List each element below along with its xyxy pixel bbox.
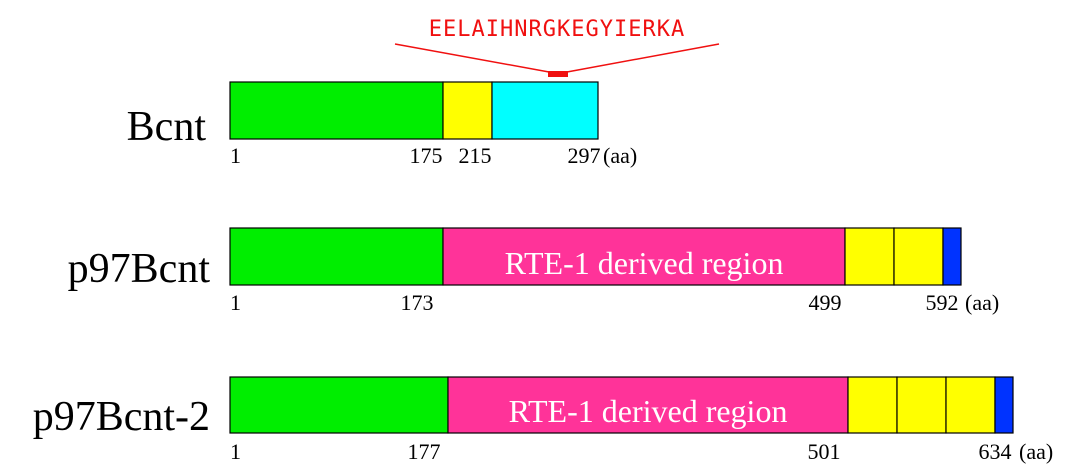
callout-line xyxy=(394,43,550,73)
position-label: 634 xyxy=(979,439,1012,464)
position-label: 501 xyxy=(808,439,841,464)
domain xyxy=(442,81,493,140)
domain xyxy=(844,227,895,286)
unit-label: (aa) xyxy=(965,290,999,315)
domain xyxy=(896,376,947,434)
protein-name: p97Bcnt-2 xyxy=(33,394,210,440)
region-label: RTE-1 derived region xyxy=(509,393,788,429)
position-label: 1 xyxy=(230,439,241,464)
position-label: 173 xyxy=(401,290,434,315)
motif-marker xyxy=(548,71,568,77)
domain xyxy=(847,376,898,434)
position-label: 175 xyxy=(410,143,443,168)
unit-label: (aa) xyxy=(1019,439,1053,464)
callout-line xyxy=(566,43,720,73)
position-label: 1 xyxy=(230,143,241,168)
position-label: 177 xyxy=(408,439,441,464)
domain xyxy=(447,376,849,434)
unit-label: (aa) xyxy=(603,143,637,168)
domain xyxy=(942,227,962,286)
position-label: 592 xyxy=(926,290,959,315)
domain xyxy=(229,227,444,286)
motif-sequence: EELAIHNRGKEGYIERKA xyxy=(429,17,685,42)
domain xyxy=(442,227,846,286)
domain xyxy=(229,376,449,434)
domain xyxy=(945,376,996,434)
domain xyxy=(229,81,444,140)
domain xyxy=(893,227,944,286)
position-label: 1 xyxy=(230,290,241,315)
domain xyxy=(491,81,599,140)
protein-name: p97Bcnt xyxy=(68,246,211,292)
protein-name: Bcnt xyxy=(127,104,207,150)
region-label: RTE-1 derived region xyxy=(505,245,784,281)
domain xyxy=(994,376,1014,434)
position-label: 215 xyxy=(459,143,492,168)
position-label: 297 xyxy=(568,143,601,168)
position-label: 499 xyxy=(809,290,842,315)
